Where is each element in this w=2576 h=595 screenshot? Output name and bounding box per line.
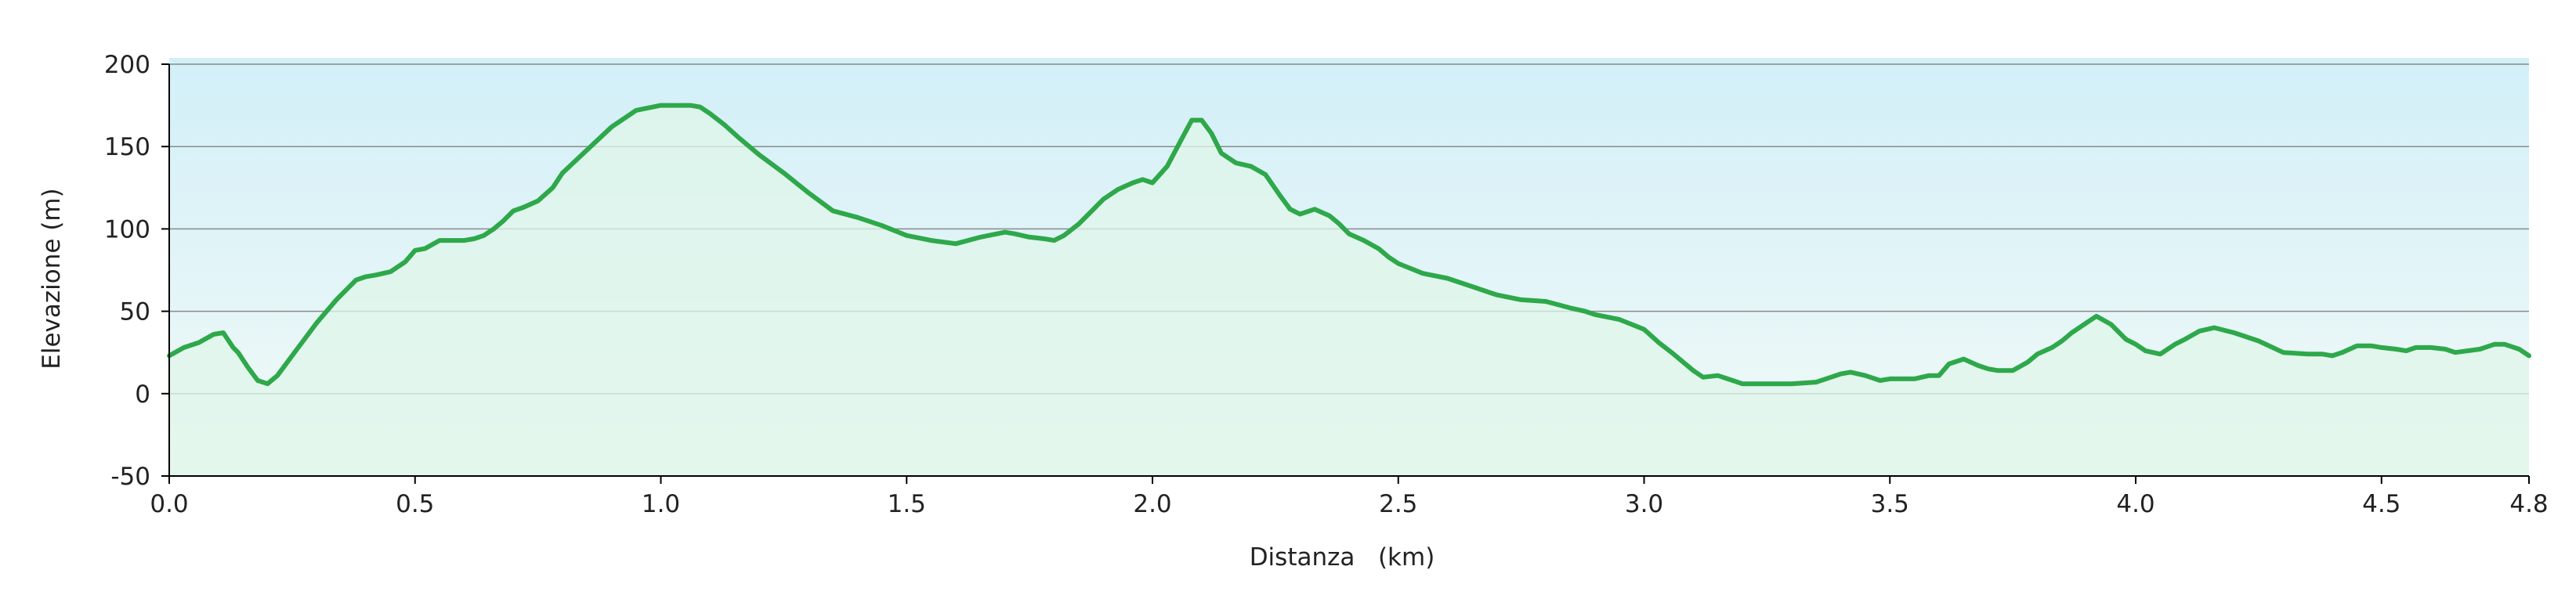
x-tick-label-0.0: 0.0 [150, 490, 188, 518]
x-tick-label-3.5: 3.5 [1871, 490, 1909, 518]
y-axis-title: Elevazione (m) [38, 188, 66, 369]
x-axis-title: Distanza (km) [1250, 543, 1435, 572]
elevation-area [169, 105, 2529, 476]
elevation-line [167, 103, 2531, 387]
x-tick-label-1.0: 1.0 [642, 490, 680, 518]
y-tick-label-100: 100 [104, 215, 150, 243]
y-tick-label-200: 200 [104, 51, 150, 79]
x-tick-label-2.0: 2.0 [1133, 490, 1171, 518]
x-tick-label-3.0: 3.0 [1625, 490, 1663, 518]
x-tick-label-2.5: 2.5 [1379, 490, 1417, 518]
x-tick-label-4.8: 4.8 [2509, 490, 2548, 518]
y-tick-label-150: 150 [104, 133, 150, 161]
y-tick-label--50: -50 [110, 463, 150, 491]
y-tick-label-0: 0 [135, 380, 150, 409]
x-tick-label-1.5: 1.5 [888, 490, 926, 518]
y-tick-label-50: 50 [120, 298, 150, 326]
x-tick-label-4.0: 4.0 [2116, 490, 2155, 518]
x-tick-label-4.5: 4.5 [2362, 490, 2401, 518]
x-tick-label-0.5: 0.5 [396, 490, 434, 518]
